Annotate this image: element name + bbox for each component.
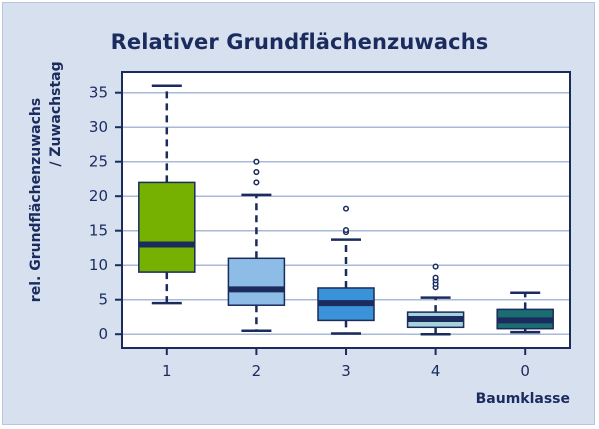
outlier-2-1 [253,169,260,176]
y-axis-label-line2: / Zuwachstag [48,61,64,166]
outlier-2-2 [253,158,260,165]
x-tick-label-0: 0 [520,362,530,380]
axis-ticks: 0 5 10 15 20 25 30 35 1 2 3 4 0 [89,84,530,380]
y-tick-label-10: 10 [89,256,108,274]
box-group-2 [227,158,286,332]
x-tick-label-4: 4 [431,362,441,380]
chart-title: Relativer Grundflächenzuwachs [110,30,489,54]
box-series [138,84,554,336]
y-axis-label-line1: rel. Grundflächenzuwachs [28,98,44,302]
box-group-1 [138,84,196,305]
outlier-4-3 [432,274,439,281]
box-2 [227,257,286,306]
y-tick-label-5: 5 [98,291,108,309]
y-tick-label-20: 20 [89,187,108,205]
y-tick-label-30: 30 [89,118,108,136]
x-tick-label-2: 2 [252,362,262,380]
x-tick-label-3: 3 [341,362,351,380]
box-group-0 [496,291,554,334]
outlier-2-0 [253,179,260,186]
x-axis-label: Baumklasse [476,391,570,407]
y-tick-label-35: 35 [89,84,108,102]
box-1 [138,181,196,273]
outlier-4-4 [432,263,439,270]
outlier-3-1 [342,226,350,234]
x-tick-label-1: 1 [162,362,172,380]
y-tick-label-25: 25 [89,153,108,171]
box-group-3 [317,205,375,335]
y-tick-label-15: 15 [89,222,108,240]
y-tick-label-0: 0 [98,325,108,343]
outlier-3-2 [342,205,350,212]
box-group-4 [406,263,465,336]
